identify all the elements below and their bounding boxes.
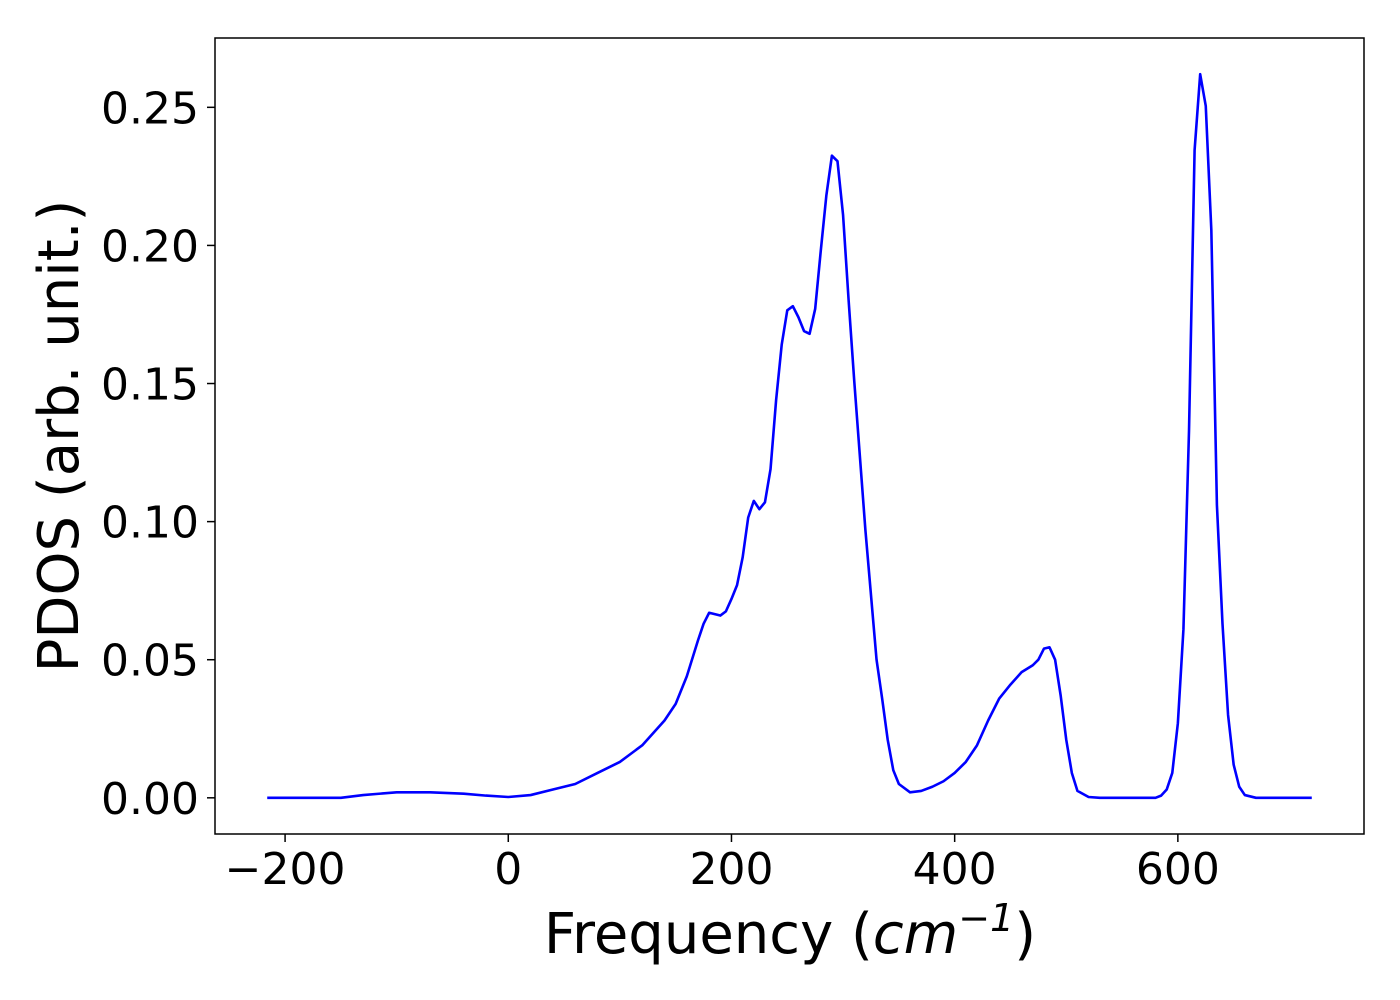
- y-tick-label: 0.10: [101, 498, 199, 549]
- plot-frame: [214, 37, 1365, 835]
- y-tick-label: 0.25: [101, 83, 199, 134]
- y-tick-label: 0.20: [101, 221, 199, 272]
- x-tick-label: 600: [1136, 844, 1220, 895]
- x-label-exponent: −1: [958, 896, 1014, 940]
- y-tick-label: 0.05: [101, 636, 199, 687]
- y-axis-label: PDOS (arb. unit.): [27, 200, 92, 673]
- y-tick-label: 0.15: [101, 360, 199, 411]
- x-tick-label: 400: [913, 844, 997, 895]
- y-tick-label: 0.00: [101, 774, 199, 825]
- data-line: [267, 72, 1312, 800]
- x-tick-label: 0: [494, 844, 522, 895]
- x-tick-label: 200: [689, 844, 773, 895]
- x-label-suffix: ): [1014, 902, 1036, 967]
- x-axis-label: Frequency (cm−1): [544, 896, 1036, 967]
- x-tick-label: −200: [225, 844, 346, 895]
- x-label-text: Frequency (: [544, 902, 873, 967]
- x-label-unit: cm: [873, 902, 958, 967]
